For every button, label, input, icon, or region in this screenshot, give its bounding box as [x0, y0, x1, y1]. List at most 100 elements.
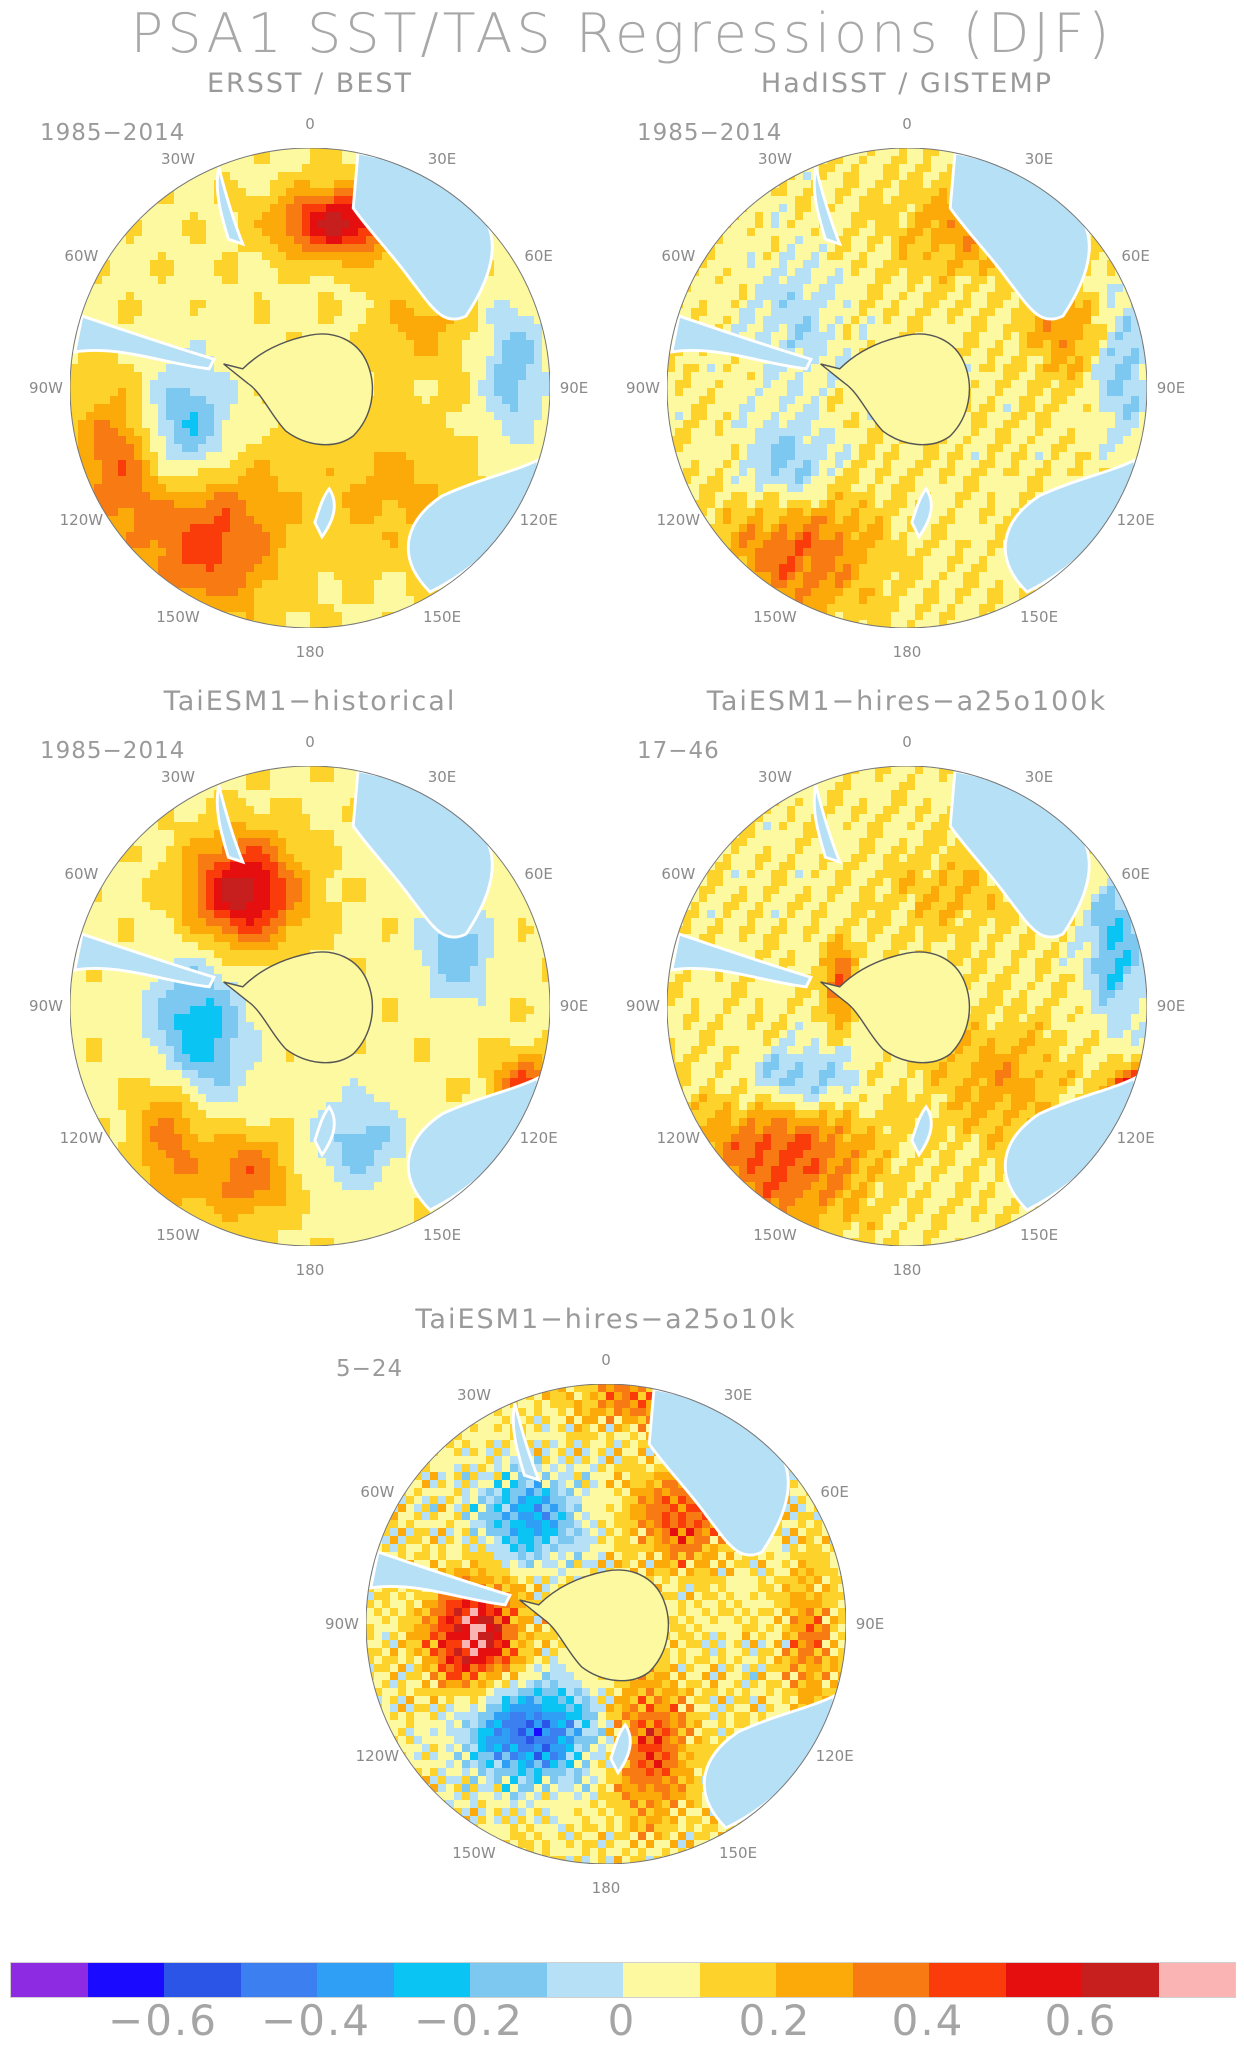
- longitude-label: 120E: [1116, 511, 1155, 529]
- panel-title: ERSST / BEST: [206, 68, 414, 99]
- land-mask: [313, 486, 336, 540]
- longitude-label: 150W: [753, 1225, 797, 1244]
- longitude-label: 0: [902, 115, 912, 133]
- longitude-label: 120W: [355, 1747, 400, 1765]
- longitude-label: 90E: [1156, 997, 1186, 1015]
- longitude-label: 90E: [559, 997, 589, 1015]
- antarctica-landmass: [223, 333, 374, 446]
- colorbar-tick-label: −0.2: [414, 1996, 524, 2045]
- antarctica-landmass: [223, 951, 374, 1064]
- colorbar: [10, 1962, 1236, 1998]
- longitude-label: 180: [892, 643, 922, 661]
- longitude-label: 30W: [758, 768, 792, 787]
- polar-map: [70, 766, 550, 1246]
- antarctica-landmass: [820, 333, 971, 446]
- land-mask: [511, 1402, 542, 1483]
- map-panel-taiesm1-historical: TaiESM1−historical 1985−2014 0 30E 60E 90E 1…: [29, 686, 590, 1286]
- longitude-label: 60E: [524, 247, 553, 265]
- longitude-label: 180: [295, 643, 325, 661]
- colorbar-swatch: [1158, 1963, 1235, 1997]
- longitude-label: 150W: [156, 1225, 200, 1244]
- longitude-label: 150E: [1019, 607, 1059, 626]
- longitude-label: 120E: [815, 1747, 854, 1765]
- longitude-label: 60W: [64, 865, 99, 883]
- longitude-label: 60E: [524, 865, 553, 883]
- longitude-label: 0: [902, 733, 912, 751]
- longitude-label: 150E: [1019, 1225, 1059, 1244]
- polar-map: [667, 766, 1147, 1246]
- longitude-label: 0: [601, 1351, 611, 1369]
- longitude-label: 60E: [820, 1483, 849, 1501]
- polar-map: [70, 148, 550, 628]
- panel-title: TaiESM1−historical: [163, 686, 457, 717]
- longitude-label: 60E: [1121, 865, 1150, 883]
- longitude-label: 120W: [59, 1129, 104, 1147]
- longitude-label: 120E: [519, 511, 558, 529]
- longitude-label: 150E: [718, 1843, 758, 1862]
- colorbar-tick-label: 0.2: [738, 1996, 812, 2045]
- map-panel-ersst-best: ERSST / BEST 1985−2014 0 30E 60E 90E 120E 150…: [29, 68, 590, 668]
- colorbar-swatch: [929, 1963, 1006, 1997]
- panel-title: HadISST / GISTEMP: [760, 68, 1054, 99]
- longitude-label: 0: [305, 115, 315, 133]
- map-panel-taiesm1-hires-a25o10k: TaiESM1−hires−a25o10k 5−24 0 30E 60E 90E 120…: [325, 1304, 886, 1904]
- longitude-label: 30W: [161, 150, 195, 169]
- panel-title: TaiESM1−hires−a25o10k: [415, 1304, 797, 1335]
- colorbar-swatch: [546, 1963, 623, 1997]
- land-mask: [215, 166, 246, 247]
- colorbar-swatch: [11, 1963, 88, 1997]
- colorbar-swatch: [699, 1963, 776, 1997]
- colorbar-swatch: [1082, 1963, 1159, 1997]
- longitude-label: 90W: [626, 379, 660, 397]
- colorbar-swatch: [87, 1963, 164, 1997]
- longitude-label: 30W: [161, 768, 195, 787]
- panel-title: TaiESM1−hires−a25o100k: [706, 686, 1108, 717]
- longitude-label: 180: [295, 1261, 325, 1279]
- longitude-label: 30W: [758, 150, 792, 169]
- panel-period: 17−46: [637, 738, 720, 764]
- colorbar-swatch: [776, 1963, 853, 1997]
- land-mask: [368, 1550, 513, 1607]
- anomaly-field: [70, 148, 550, 628]
- antarctica-landmass: [519, 1569, 670, 1682]
- colorbar-swatch: [1005, 1963, 1082, 1997]
- longitude-label: 120W: [59, 511, 104, 529]
- colorbar-tick-label: −0.6: [108, 1996, 218, 2045]
- panel-period: 1985−2014: [40, 120, 186, 146]
- colorbar-swatch: [164, 1963, 241, 1997]
- longitude-label: 60W: [64, 247, 99, 265]
- longitude-label: 150E: [422, 607, 462, 626]
- land-mask: [669, 932, 814, 989]
- panel-period: 5−24: [336, 1356, 404, 1382]
- longitude-label: 150W: [753, 607, 797, 626]
- longitude-label: 90W: [325, 1615, 359, 1633]
- antarctica-landmass: [820, 951, 971, 1064]
- longitude-label: 180: [892, 1261, 922, 1279]
- longitude-label: 120E: [1116, 1129, 1155, 1147]
- colorbar-swatch: [623, 1963, 700, 1997]
- longitude-label: 0: [305, 733, 315, 751]
- land-mask: [72, 314, 217, 371]
- longitude-label: 30E: [1024, 150, 1054, 169]
- map-panel-taiesm1-hires-a25o100k: TaiESM1−hires−a25o100k 17−46 0 30E 60E 90E 1…: [626, 686, 1187, 1286]
- longitude-label: 90W: [29, 997, 63, 1015]
- longitude-label: 60E: [1121, 247, 1150, 265]
- land-mask: [72, 932, 217, 989]
- longitude-label: 150W: [452, 1843, 496, 1862]
- longitude-label: 30W: [457, 1386, 491, 1405]
- land-mask: [910, 486, 933, 540]
- longitude-label: 120W: [656, 1129, 701, 1147]
- colorbar-swatch: [393, 1963, 470, 1997]
- colorbar-swatch: [317, 1963, 394, 1997]
- longitude-label: 60W: [661, 865, 696, 883]
- longitude-label: 60W: [661, 247, 696, 265]
- colorbar-tick-label: 0.4: [891, 1996, 965, 2045]
- colorbar-tick-label: 0.6: [1044, 1996, 1118, 2045]
- longitude-label: 30E: [427, 768, 457, 787]
- map-panel-hadisst-gistemp: HadISST / GISTEMP 1985−2014 0 30E 60E 90E 12…: [626, 68, 1187, 668]
- land-mask: [609, 1722, 632, 1776]
- longitude-label: 60W: [360, 1483, 395, 1501]
- land-mask: [812, 166, 843, 247]
- longitude-label: 150W: [156, 607, 200, 626]
- longitude-label: 120W: [656, 511, 701, 529]
